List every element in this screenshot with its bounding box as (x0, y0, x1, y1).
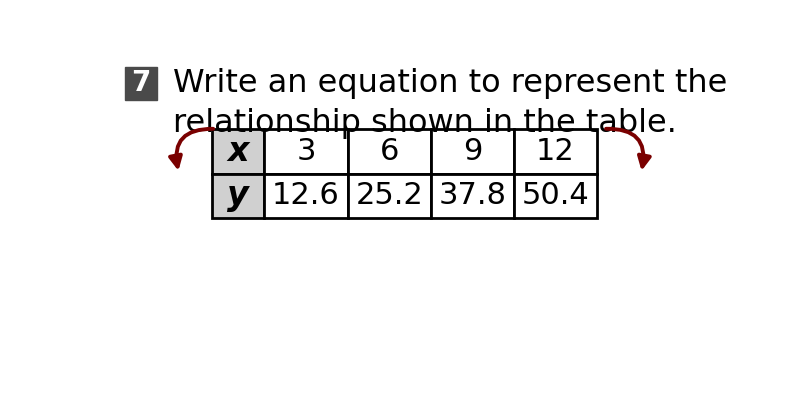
Bar (514, 173, 597, 218)
Text: x: x (227, 135, 249, 168)
Text: y: y (227, 179, 249, 212)
Bar (430, 173, 514, 218)
Text: 9: 9 (462, 137, 482, 166)
Bar (212, 129, 265, 173)
Text: 12: 12 (536, 137, 575, 166)
Text: Write an equation to represent the: Write an equation to represent the (173, 68, 727, 99)
Text: relationship shown in the table.: relationship shown in the table. (173, 108, 677, 139)
Text: 3: 3 (296, 137, 316, 166)
Bar (212, 173, 265, 218)
Bar (348, 129, 430, 173)
Text: 6: 6 (379, 137, 399, 166)
Bar (265, 129, 348, 173)
Text: 50.4: 50.4 (522, 181, 590, 210)
Text: 37.8: 37.8 (438, 181, 506, 210)
Bar (265, 173, 348, 218)
Bar (125, 67, 158, 100)
Text: 12.6: 12.6 (272, 181, 340, 210)
Text: 7: 7 (131, 69, 151, 97)
Bar (514, 129, 597, 173)
Text: 25.2: 25.2 (355, 181, 423, 210)
Bar (430, 129, 514, 173)
Bar (348, 173, 430, 218)
